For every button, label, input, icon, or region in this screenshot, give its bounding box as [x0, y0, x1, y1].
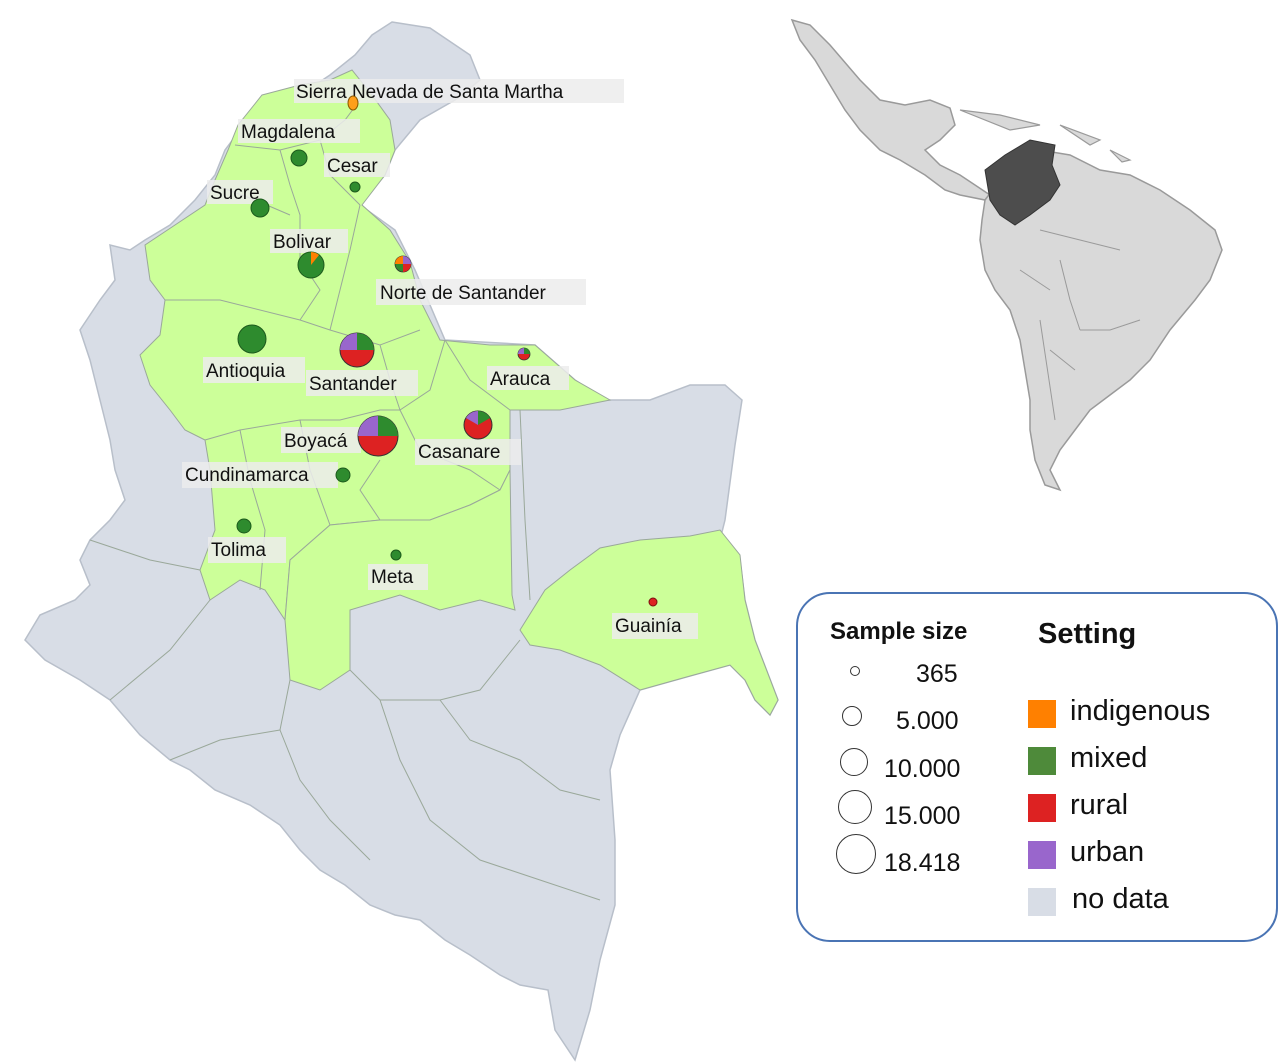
- swatch-no-data: [1028, 888, 1056, 916]
- sample-markers: [236, 95, 658, 607]
- label-cesar: Cesar: [327, 156, 378, 177]
- setting-label-no-data: no data: [1072, 883, 1169, 915]
- label-bolivar: Bolivar: [273, 232, 332, 253]
- size-circle-365: [850, 666, 860, 676]
- label-sierra-nevada: Sierra Nevada de Santa Martha: [296, 82, 564, 103]
- setting-label-urban: urban: [1070, 836, 1145, 868]
- legend-setting-title: Setting: [1038, 618, 1137, 650]
- inset-caribbean: [959, 109, 1132, 163]
- marker-bolivar: [297, 251, 325, 279]
- size-label-18418: 18.418: [884, 849, 961, 877]
- marker-sierra-nevada: [347, 95, 359, 111]
- label-arauca: Arauca: [490, 369, 551, 390]
- label-cundinamarca: Cundinamarca: [185, 465, 309, 486]
- label-antioquia: Antioquia: [206, 361, 286, 382]
- marker-cesar: [349, 181, 361, 193]
- label-guainia: Guainía: [615, 616, 682, 637]
- size-circle-5000: [842, 706, 862, 726]
- inset-central-america: [790, 18, 992, 201]
- inset-south-america: [979, 149, 1223, 492]
- legend-sample-size-title: Sample size: [830, 618, 968, 645]
- marker-sucre: [250, 198, 270, 218]
- label-santander: Santander: [309, 374, 397, 395]
- inset-americas: [790, 18, 1223, 492]
- marker-tolima: [236, 518, 252, 534]
- label-tolima: Tolima: [211, 540, 266, 561]
- marker-magdalena: [290, 149, 308, 167]
- inset-colombia-highlight: [984, 139, 1061, 226]
- swatch-rural: [1028, 794, 1056, 822]
- size-label-365: 365: [916, 660, 958, 688]
- marker-cundinamarca: [335, 467, 351, 483]
- map-labels: Sierra Nevada de Santa Martha Magdalena …: [185, 82, 682, 637]
- label-meta: Meta: [371, 567, 414, 588]
- label-backgrounds: [182, 79, 698, 639]
- marker-norte-de-santander: [394, 255, 412, 273]
- size-circle-10000: [840, 748, 868, 776]
- marker-casanare: [463, 410, 493, 440]
- setting-label-mixed: mixed: [1070, 742, 1148, 774]
- marker-guainia: [648, 597, 658, 607]
- size-circle-15000: [838, 790, 872, 824]
- size-label-5000: 5.000: [896, 707, 959, 735]
- size-label-15000: 15.000: [884, 802, 961, 830]
- marker-arauca: [517, 347, 531, 361]
- label-boyaca: Boyacá: [284, 431, 348, 452]
- legend: Sample size Setting 365 5.000 10.000 15.…: [796, 592, 1278, 942]
- size-label-10000: 10.000: [884, 755, 961, 783]
- label-casanare: Casanare: [418, 442, 500, 463]
- marker-santander: [339, 332, 375, 368]
- marker-antioquia: [237, 324, 267, 354]
- swatch-urban: [1028, 841, 1056, 869]
- label-magdalena: Magdalena: [241, 122, 335, 143]
- marker-boyaca: [357, 415, 399, 457]
- swatch-mixed: [1028, 747, 1056, 775]
- label-norte-de-santander: Norte de Santander: [380, 283, 547, 304]
- setting-label-indigenous: indigenous: [1070, 695, 1211, 727]
- label-sucre: Sucre: [210, 183, 260, 204]
- marker-meta: [390, 549, 402, 561]
- setting-label-rural: rural: [1070, 789, 1129, 821]
- swatch-indigenous: [1028, 700, 1056, 728]
- size-circle-18418: [836, 834, 876, 874]
- inset-internal-borders: [1019, 229, 1141, 421]
